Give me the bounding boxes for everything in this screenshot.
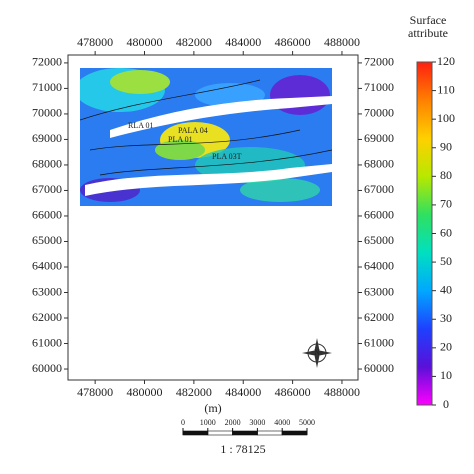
colorbar-tick-label: 100 — [437, 111, 455, 125]
colorbar-tick-label: 30 — [440, 311, 452, 325]
colorbar-tick-label: 60 — [440, 225, 452, 239]
scale-tick-label: 4000 — [274, 418, 290, 427]
x-tick-label: 480000 — [127, 385, 163, 399]
y-tick-label: 65000 — [32, 233, 62, 247]
y-tick-label: 61000 — [364, 335, 394, 349]
y-tick-label: 70000 — [364, 106, 394, 120]
colorbar-tick-label: 20 — [440, 340, 452, 354]
y-tick-label: 69000 — [364, 131, 394, 145]
colorbar — [416, 61, 433, 406]
y-tick-label: 65000 — [364, 233, 394, 247]
y-tick-label: 63000 — [32, 284, 62, 298]
y-tick-label: 72000 — [364, 55, 394, 69]
scale-ratio: 1 : 78125 — [220, 442, 265, 456]
y-tick-label: 72000 — [32, 55, 62, 69]
x-tick-label: 484000 — [225, 35, 261, 49]
colorbar-tick-label: 80 — [440, 168, 452, 182]
y-tick-label: 68000 — [364, 157, 394, 171]
scale-segment — [207, 430, 233, 436]
surface-raster — [80, 68, 332, 206]
north-label: N — [314, 348, 320, 357]
x-tick-label: 488000 — [324, 385, 360, 399]
x-tick-label: 482000 — [176, 35, 212, 49]
colorbar-tick-label: 10 — [440, 368, 452, 382]
y-tick-label: 60000 — [32, 361, 62, 375]
y-tick-label: 67000 — [32, 182, 62, 196]
x-axis-label: (m) — [204, 401, 221, 415]
y-tick-label: 64000 — [32, 259, 62, 273]
x-tick-label: 480000 — [127, 35, 163, 49]
x-tick-label: 486000 — [275, 35, 311, 49]
scale-tick-label: 0 — [181, 418, 185, 427]
y-tick-label: 66000 — [32, 208, 62, 222]
scale-segment — [257, 430, 283, 436]
y-tick-label: 62000 — [32, 310, 62, 324]
y-tick-label: 68000 — [32, 157, 62, 171]
y-tick-label: 69000 — [32, 131, 62, 145]
colorbar-title: Surface attribute — [408, 13, 448, 40]
colorbar-tick-label: 90 — [440, 140, 452, 154]
x-tick-label: 478000 — [77, 35, 113, 49]
y-tick-label: 62000 — [364, 310, 394, 324]
x-tick-label: 488000 — [324, 35, 360, 49]
colorbar-tick-label: 50 — [440, 254, 452, 268]
scale-tick-label: 2000 — [225, 418, 241, 427]
y-tick-label: 60000 — [364, 361, 394, 375]
colorbar-tick-label: 40 — [440, 282, 452, 296]
north-arrow: N — [302, 338, 332, 368]
colorbar-tick-label: 120 — [437, 54, 455, 68]
well-label: PLA 03T — [212, 152, 242, 161]
colorbar-tick-label: 70 — [440, 197, 452, 211]
scale-segment — [182, 430, 209, 436]
colorbar-tick-label: 0 — [443, 397, 449, 411]
scale-tick-label: 1000 — [200, 418, 216, 427]
y-tick-label: 67000 — [364, 182, 394, 196]
y-tick-label: 61000 — [32, 335, 62, 349]
well-label: PALA 04 — [178, 126, 208, 135]
colorbar-tick-label: 110 — [437, 82, 455, 96]
well-label: RLA 01 — [128, 121, 154, 130]
y-tick-label: 63000 — [364, 284, 394, 298]
scale-tick-label: 3000 — [249, 418, 265, 427]
y-tick-label: 64000 — [364, 259, 394, 273]
well-label: PLA 01 — [168, 135, 193, 144]
y-tick-label: 66000 — [364, 208, 394, 222]
scale-segment — [281, 430, 308, 436]
x-tick-label: 482000 — [176, 385, 212, 399]
x-tick-label: 478000 — [77, 385, 113, 399]
scale-tick-label: 5000 — [299, 418, 315, 427]
scale-segment — [232, 430, 258, 436]
y-tick-label: 70000 — [32, 106, 62, 120]
y-tick-label: 71000 — [32, 80, 62, 94]
y-tick-label: 71000 — [364, 80, 394, 94]
x-tick-label: 484000 — [225, 385, 261, 399]
x-tick-label: 486000 — [275, 385, 311, 399]
